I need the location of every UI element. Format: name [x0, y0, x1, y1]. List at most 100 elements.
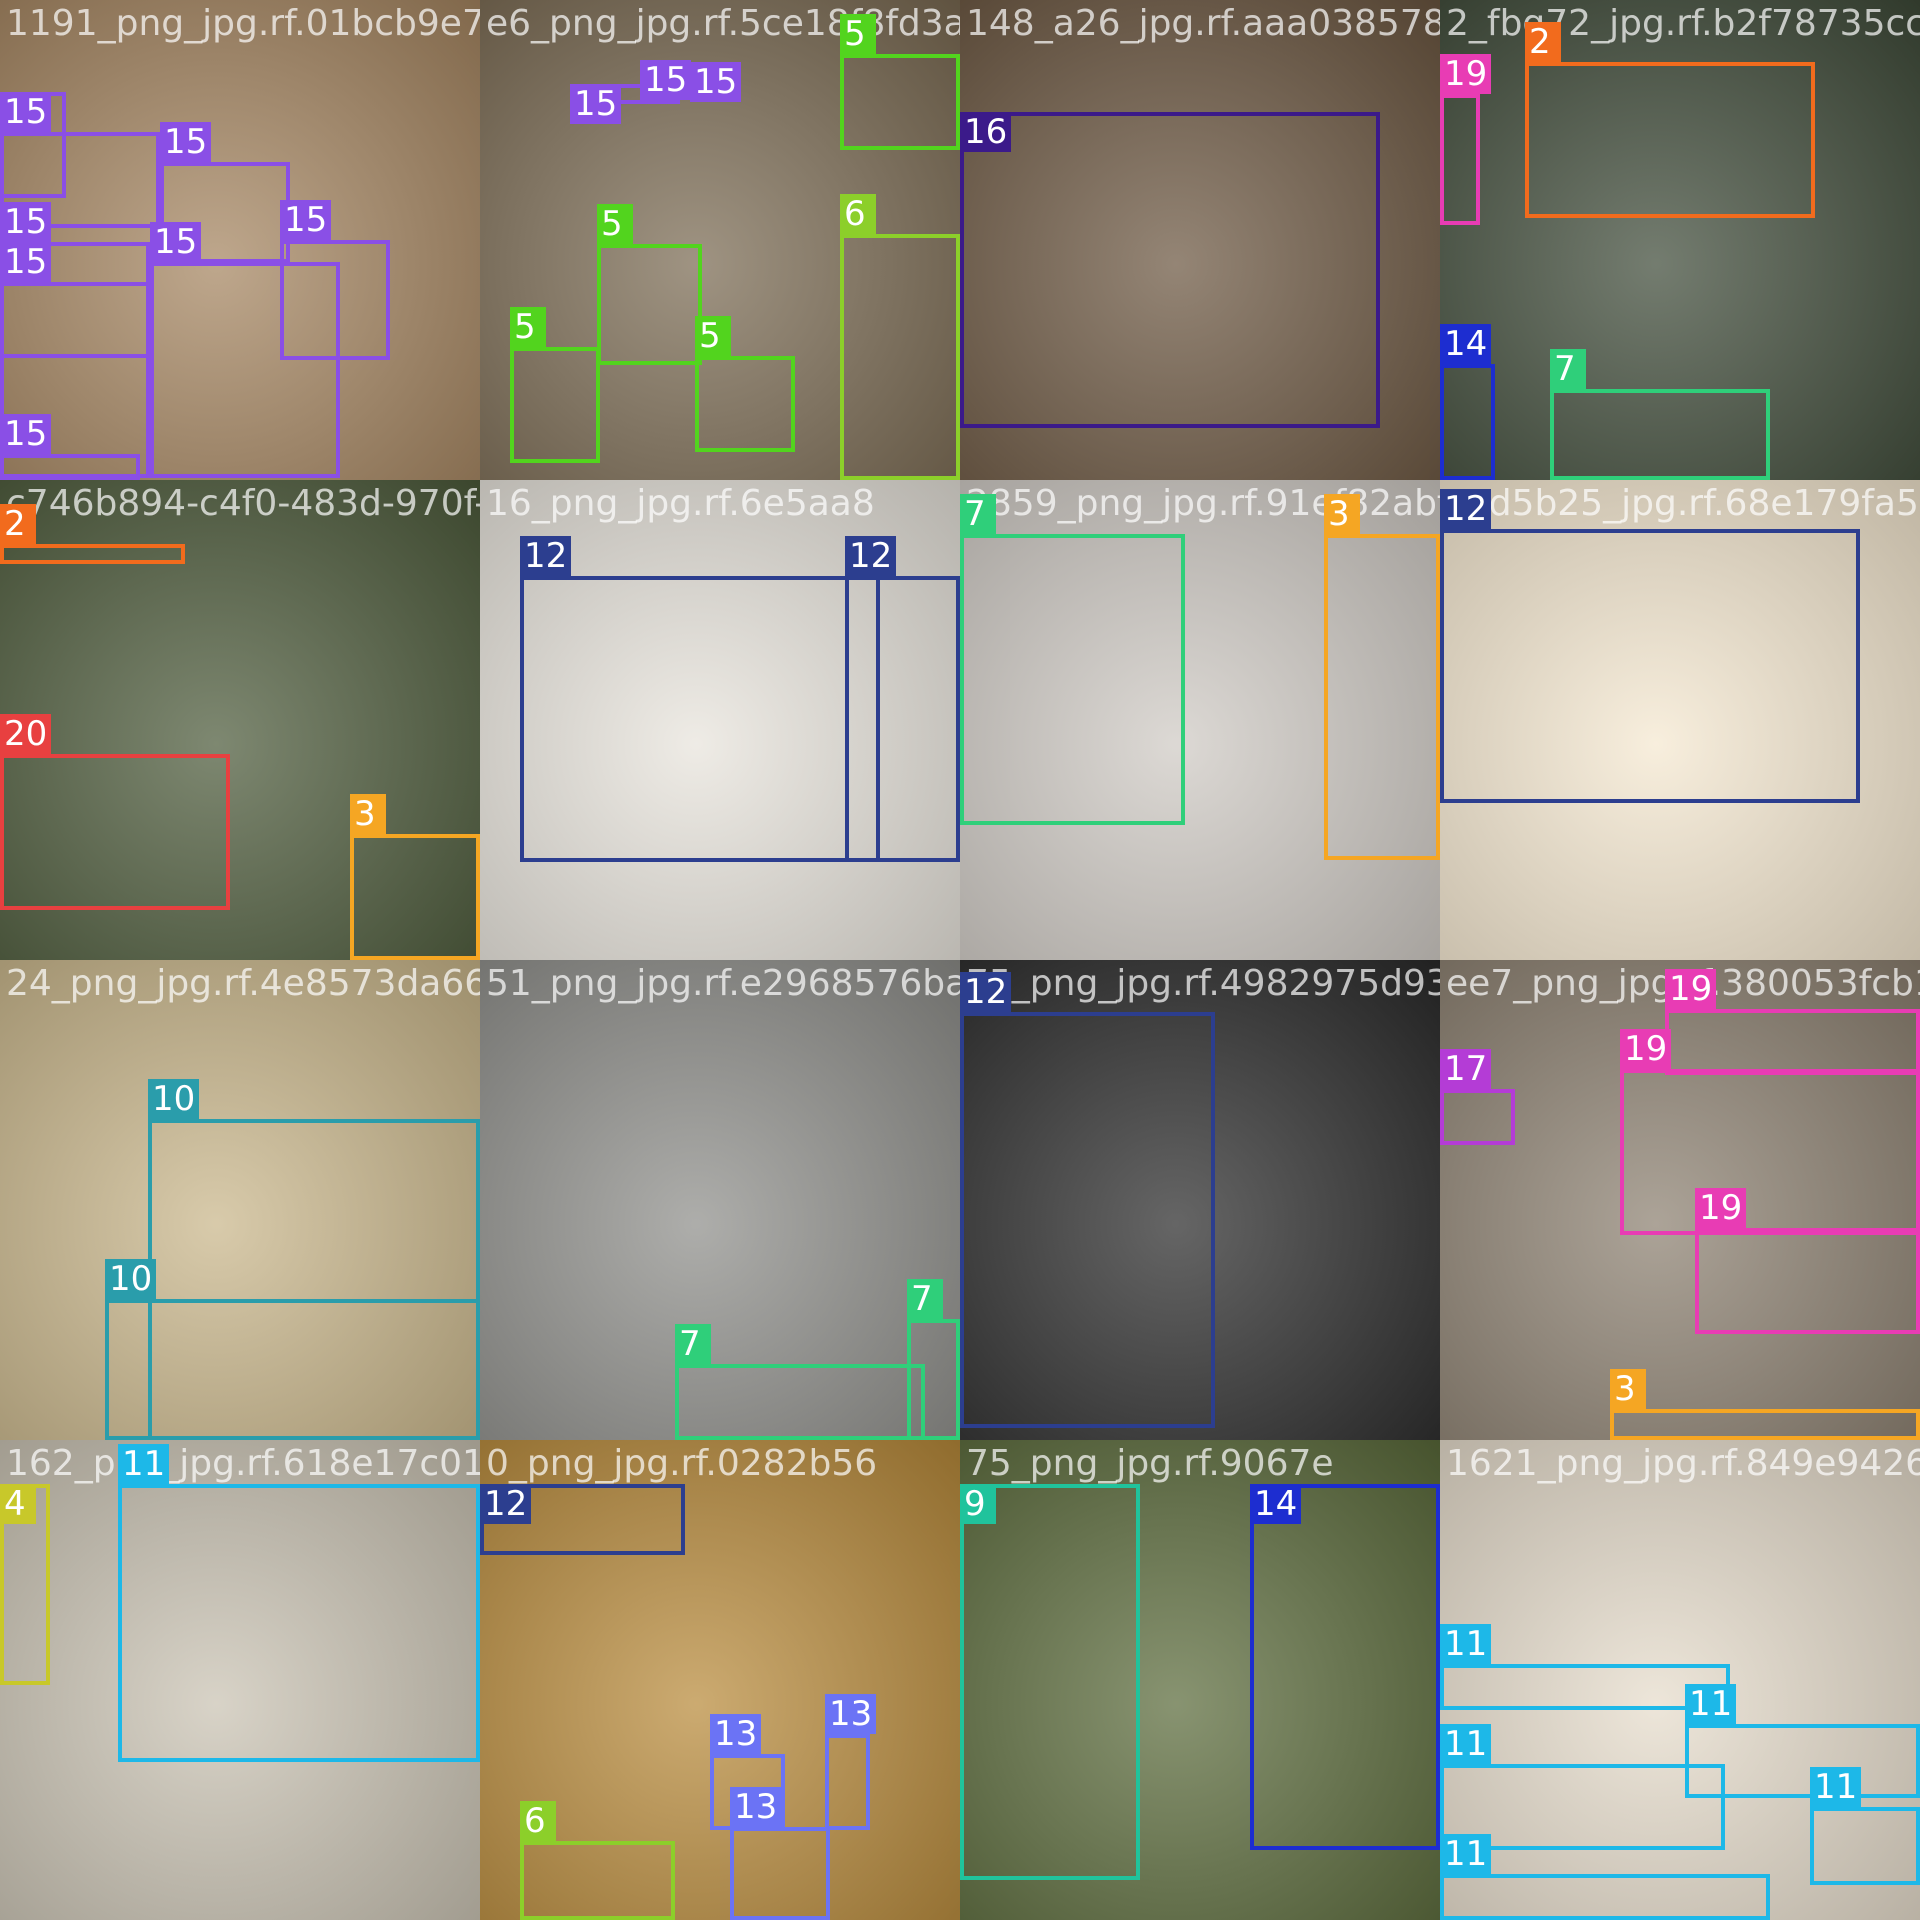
- class-id-label: 7: [675, 1324, 711, 1364]
- class-id-label: 12: [1440, 489, 1492, 529]
- image-filename-label: 2_fbg72_jpg.rf.b2f78735cc: [1446, 3, 1920, 44]
- bounding-box: 11: [1810, 1767, 1920, 1885]
- bounding-box: 4: [0, 1484, 50, 1685]
- class-id-label: 7: [960, 494, 996, 534]
- image-filename-label: c746b894-c4f0-483d-970f-e5: [6, 483, 480, 524]
- bounding-box: 19: [1695, 1188, 1920, 1334]
- class-id-label: 12: [960, 972, 1012, 1012]
- image-filename-label: 0_png_jpg.rf.0282b56: [486, 1443, 878, 1484]
- mosaic-tile: 16_png_jpg.rf.6e5aa8 12 12: [480, 480, 960, 960]
- image-filename-label: 75_png_jpg.rf.9067e: [966, 1443, 1334, 1484]
- mosaic-tile: 1191_png_jpg.rf.01bcb9e7d6ef615151515151…: [0, 0, 480, 480]
- mosaic-tile: e6_png_jpg.rf.5ce18f8fd3a3e515151555556: [480, 0, 960, 480]
- mosaic-tile: 75_png_jpg.rf.4982975d93f 12: [960, 960, 1440, 1440]
- mushroom-photo: [960, 480, 1440, 960]
- class-id-label: 15: [0, 92, 52, 132]
- mosaic-tile: c746b894-c4f0-483d-970f-e5 2 20 3: [0, 480, 480, 960]
- mosaic-tile: 2859_png_jpg.rf.91ef82abfd0c7 3: [960, 480, 1440, 960]
- class-id-label: 15: [640, 60, 692, 100]
- class-id-label: 10: [148, 1079, 200, 1119]
- bounding-box: 12: [520, 536, 880, 862]
- bounding-box: 19: [1665, 969, 1920, 1075]
- bounding-box: 11: [1440, 1834, 1770, 1920]
- mosaic-tile: 24_png_jpg.rf.4e8573da66ca 10 10: [0, 960, 480, 1440]
- mosaic-tile: 51_png_jpg.rf.e2968576ba6 7 7: [480, 960, 960, 1440]
- mosaic-tile: 0_png_jpg.rf.0282b56 12 13 13 13 6: [480, 1440, 960, 1920]
- class-id-label: 2: [1525, 22, 1561, 62]
- class-id-label: 12: [480, 1484, 532, 1524]
- mushroom-photo: [1440, 0, 1920, 480]
- bounding-box: 12: [960, 972, 1215, 1428]
- mosaic-tile: c1d5b25_jpg.rf.68e179fa54 12: [1440, 480, 1920, 960]
- image-filename-label: 1191_png_jpg.rf.01bcb9e7d6ef6: [6, 3, 480, 44]
- class-id-label: 15: [160, 122, 212, 162]
- mosaic-tile: 75_png_jpg.rf.9067e 9 14: [960, 1440, 1440, 1920]
- class-id-label: 7: [907, 1279, 943, 1319]
- class-id-label: 11: [1440, 1624, 1492, 1664]
- bounding-box: 12: [480, 1484, 685, 1555]
- bounding-box: 15: [690, 62, 742, 102]
- mushroom-photo: [1440, 1440, 1920, 1920]
- class-id-label: 3: [1610, 1369, 1646, 1409]
- bounding-box: 15: [150, 222, 340, 478]
- image-filename-label: 1621_png_jpg.rf.849e942677d: [1446, 1443, 1920, 1484]
- mushroom-photo: [960, 960, 1440, 1440]
- class-id-label: 12: [845, 536, 897, 576]
- bounding-box: 14: [1440, 324, 1495, 480]
- mushroom-photo: [1440, 960, 1920, 1440]
- class-id-label: 19: [1440, 54, 1492, 94]
- class-id-label: 9: [960, 1484, 996, 1524]
- class-id-label: 13: [710, 1714, 762, 1754]
- mosaic-tile: 2_fbg72_jpg.rf.b2f78735cc19214712: [1440, 0, 1920, 480]
- class-id-label: 16: [960, 112, 1012, 152]
- bounding-box: 5: [840, 14, 960, 150]
- mushroom-photo: [0, 960, 480, 1440]
- class-id-label: 15: [0, 202, 52, 242]
- bounding-box: 15: [640, 60, 692, 100]
- bounding-box: 7: [675, 1324, 925, 1440]
- bounding-box: 7: [1550, 349, 1770, 480]
- bounding-box: 20: [0, 714, 230, 910]
- mosaic-tile: 148_a26_jpg.rf.aaa0385787c48167: [960, 0, 1440, 480]
- mosaic-tile: 162_png_jpg.rf.618e17c01c 4 11: [0, 1440, 480, 1920]
- class-id-label: 15: [150, 222, 202, 262]
- class-id-label: 11: [1810, 1767, 1862, 1807]
- class-id-label: 10: [105, 1259, 157, 1299]
- bounding-box: 19: [1620, 1029, 1920, 1235]
- bounding-box: 11: [118, 1444, 480, 1762]
- class-id-label: 19: [1665, 969, 1717, 1009]
- bounding-box: 2: [0, 504, 185, 564]
- class-id-label: 19: [1695, 1188, 1747, 1228]
- class-id-label: 11: [1440, 1724, 1492, 1764]
- class-id-label: 3: [1324, 494, 1360, 534]
- bounding-box: 16: [960, 112, 1380, 428]
- image-filename-label: 75_png_jpg.rf.4982975d93f: [966, 963, 1440, 1004]
- bounding-box: 5: [510, 307, 600, 463]
- class-id-label: 12: [520, 536, 572, 576]
- bounding-box: 2: [1525, 22, 1815, 218]
- bounding-box: 13: [825, 1694, 877, 1830]
- class-id-label: 15: [0, 242, 52, 282]
- bounding-box: 19: [1440, 54, 1492, 225]
- bounding-box: 5: [695, 316, 795, 452]
- bounding-box: 6: [840, 194, 960, 480]
- bounding-box: 7: [907, 1279, 960, 1440]
- bounding-box: 10: [105, 1259, 480, 1440]
- bounding-box: 3: [1324, 494, 1440, 860]
- bounding-box: 17: [1440, 1049, 1515, 1145]
- class-id-label: 20: [0, 714, 52, 754]
- image-filename-label: e6_png_jpg.rf.5ce18f8fd3a3e5: [486, 3, 960, 44]
- class-id-label: 14: [1250, 1484, 1302, 1524]
- bounding-box: 12: [845, 536, 960, 862]
- class-id-label: 5: [695, 316, 731, 356]
- bounding-box: 11: [1440, 1724, 1725, 1850]
- image-filename-label: 24_png_jpg.rf.4e8573da66ca: [6, 963, 480, 1004]
- image-filename-label: 2859_png_jpg.rf.91ef82abfd0c: [966, 483, 1440, 524]
- bounding-box: 15: [0, 242, 150, 478]
- bounding-box: 3: [1610, 1369, 1920, 1440]
- class-id-label: 15: [690, 62, 742, 102]
- class-id-label: 11: [1440, 1834, 1492, 1874]
- image-filename-label: c1d5b25_jpg.rf.68e179fa54: [1446, 483, 1920, 524]
- mushroom-photo: [0, 0, 480, 480]
